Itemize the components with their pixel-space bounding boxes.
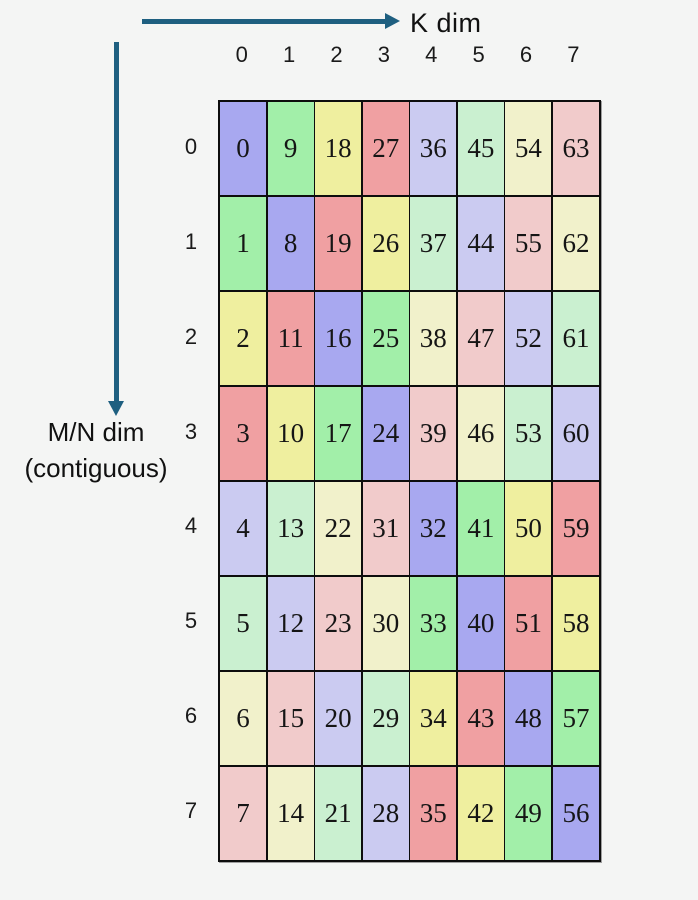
- grid-cell: 12: [267, 576, 314, 671]
- grid-cell: 24: [362, 386, 409, 481]
- grid-cell: 10: [267, 386, 314, 481]
- grid-cell: 50: [505, 481, 552, 576]
- grid-cell: 61: [552, 291, 599, 386]
- mn-dim-label-line2: (contiguous): [24, 453, 168, 483]
- grid-cell: 2: [220, 291, 267, 386]
- grid-cell: 31: [362, 481, 409, 576]
- grid-cell: 13: [267, 481, 314, 576]
- row-header: 7: [184, 797, 198, 823]
- grid-cell: 27: [362, 102, 409, 196]
- grid-cell: 44: [457, 196, 504, 291]
- grid-cell: 40: [457, 576, 504, 671]
- grid-cell: 18: [315, 102, 362, 196]
- grid-cell: 22: [315, 481, 362, 576]
- grid-cell: 37: [410, 196, 457, 291]
- col-header: 0: [235, 42, 248, 67]
- grid-cell: 35: [410, 766, 457, 860]
- grid-cell: 41: [457, 481, 504, 576]
- grid-cell: 33: [410, 576, 457, 671]
- grid-cell: 39: [410, 386, 457, 481]
- grid-cell: 60: [552, 386, 599, 481]
- mn-dim-arrowhead-icon: [108, 401, 124, 416]
- grid-cell: 5: [220, 576, 267, 671]
- k-dim-arrow-line: [142, 19, 385, 24]
- col-header: 5: [472, 42, 485, 67]
- grid-cell: 52: [505, 291, 552, 386]
- grid-cell: 36: [410, 102, 457, 196]
- grid-cell: 53: [505, 386, 552, 481]
- grid-cell: 4: [220, 481, 267, 576]
- k-dim-arrowhead-icon: [385, 13, 400, 29]
- grid-cell: 14: [267, 766, 314, 860]
- col-header: 3: [377, 42, 390, 67]
- mn-dim-arrow-line: [114, 42, 119, 401]
- grid-cell: 59: [552, 481, 599, 576]
- grid-cell: 48: [505, 671, 552, 766]
- grid-cell: 25: [362, 291, 409, 386]
- col-headers: 0 1 2 3 4 5 6 7: [218, 42, 597, 68]
- row-header: 6: [184, 702, 198, 728]
- grid-cell: 11: [267, 291, 314, 386]
- col-header: 1: [282, 42, 296, 67]
- grid-cell: 34: [410, 671, 457, 766]
- grid-cell: 19: [315, 196, 362, 291]
- col-header: 6: [519, 42, 533, 67]
- grid-cell: 54: [505, 102, 552, 196]
- grid-cell: 46: [457, 386, 504, 481]
- grid-cell: 3: [220, 386, 267, 481]
- grid-cell: 6: [220, 671, 267, 766]
- mn-dim-label-line1: M/N dim: [47, 417, 145, 447]
- grid-cell: 49: [505, 766, 552, 860]
- grid-cell: 0: [220, 102, 267, 196]
- grid-cell: 32: [410, 481, 457, 576]
- grid-cell: 9: [267, 102, 314, 196]
- matrix: 0 9 18 27 36 45 54 63 1 8 19 26 37 44 55 62 2 11 16 25 38 47 5…: [218, 100, 601, 862]
- grid-cell: 38: [410, 291, 457, 386]
- k-dim-label: K dim: [410, 8, 482, 38]
- grid-cell: 29: [362, 671, 409, 766]
- grid-cell: 17: [315, 386, 362, 481]
- grid-cell: 62: [552, 196, 599, 291]
- grid-cell: 26: [362, 196, 409, 291]
- col-header: 2: [330, 42, 343, 67]
- grid-cell: 56: [552, 766, 599, 860]
- grid-cell: 55: [505, 196, 552, 291]
- grid-cell: 8: [267, 196, 314, 291]
- grid-cell: 57: [552, 671, 599, 766]
- grid-cell: 15: [267, 671, 314, 766]
- grid-cell: 21: [315, 766, 362, 860]
- grid-cell: 7: [220, 766, 267, 860]
- grid-cell: 1: [220, 196, 267, 291]
- grid-cell: 58: [552, 576, 599, 671]
- grid-cell: 42: [457, 766, 504, 860]
- row-headers: 0 1 2 3 4 5 6 7: [168, 100, 214, 858]
- grid-cell: 63: [552, 102, 599, 196]
- grid-cell: 16: [315, 291, 362, 386]
- row-header: 3: [184, 418, 198, 444]
- row-header: 2: [184, 323, 198, 349]
- grid-cell: 47: [457, 291, 504, 386]
- row-header: 1: [184, 229, 198, 255]
- grid-cell: 23: [315, 576, 362, 671]
- grid-cell: 28: [362, 766, 409, 860]
- row-header: 4: [184, 513, 198, 539]
- grid-cell: 51: [505, 576, 552, 671]
- grid-cell: 30: [362, 576, 409, 671]
- col-header: 4: [425, 42, 438, 67]
- row-header: 0: [184, 134, 198, 160]
- col-header: 7: [567, 42, 580, 67]
- mn-dim-label: M/N dim (contiguous): [0, 414, 192, 486]
- grid-cell: 45: [457, 102, 504, 196]
- row-header: 5: [184, 608, 198, 634]
- grid-cell: 43: [457, 671, 504, 766]
- grid-cell: 20: [315, 671, 362, 766]
